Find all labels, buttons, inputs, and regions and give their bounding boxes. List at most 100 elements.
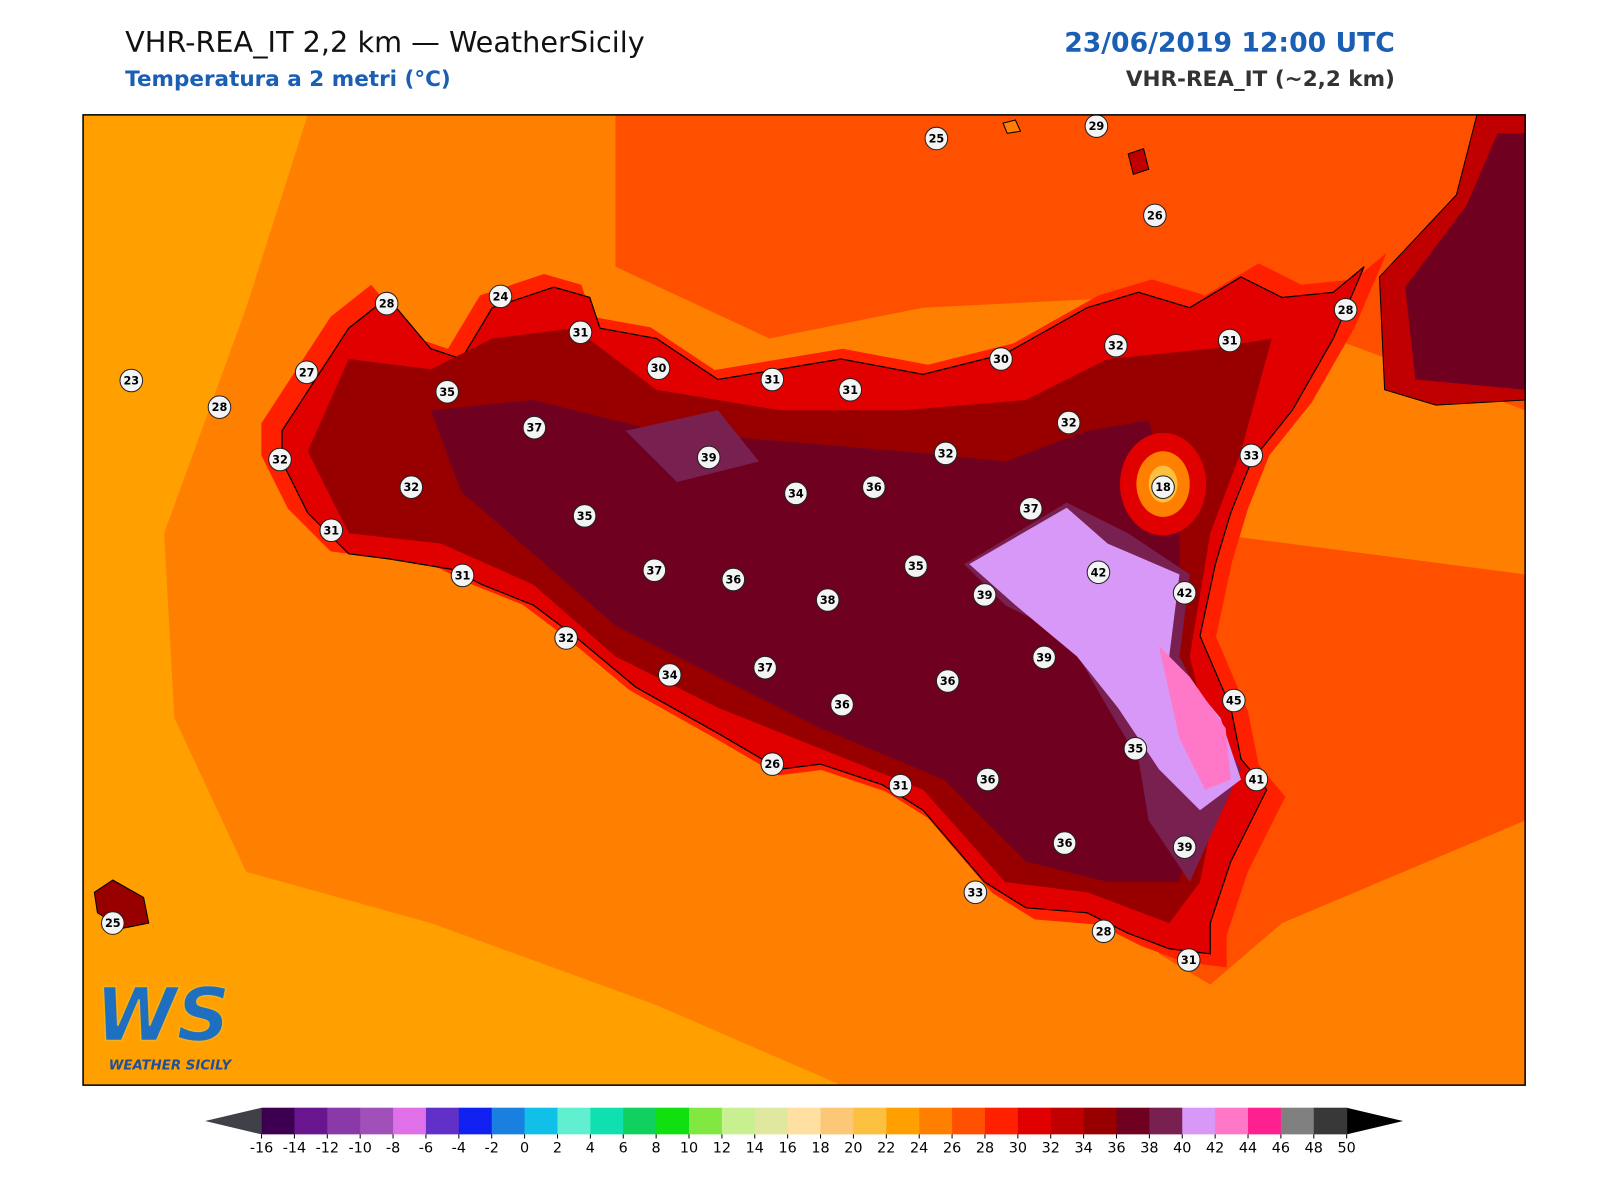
station-value: 32 — [558, 632, 574, 645]
station: 31 — [1176, 948, 1201, 972]
station-value: 29 — [1089, 120, 1105, 133]
station: 34 — [784, 481, 808, 506]
station-marker — [450, 563, 475, 588]
colorbar-tick-label: 30 — [1009, 1141, 1027, 1157]
very-hot-area — [1158, 646, 1231, 790]
colorbar-box — [327, 1107, 361, 1135]
colorbar-box — [1116, 1107, 1150, 1135]
colorbar-tick-label: 6 — [619, 1141, 628, 1157]
station-marker — [696, 445, 721, 470]
colorbar-tick-label: 18 — [811, 1141, 829, 1157]
station: 31 — [1217, 328, 1242, 353]
station: 36 — [975, 767, 1000, 792]
station-value: 35 — [1128, 743, 1144, 756]
station-value: 39 — [1177, 841, 1193, 854]
station: 39 — [972, 583, 997, 607]
station: 32 — [1056, 410, 1081, 435]
station-marker — [1239, 443, 1264, 468]
station-value: 36 — [1057, 837, 1073, 850]
hot-area — [625, 410, 759, 483]
station-value: 36 — [980, 774, 996, 787]
station: 39 — [1032, 645, 1056, 670]
station-marker — [1086, 560, 1111, 585]
model: VHR-REA_IT (~2,2 km) — [1126, 67, 1395, 92]
station-value: 38 — [820, 594, 836, 607]
station-marker — [935, 669, 960, 693]
sea-field-warm — [615, 114, 1526, 411]
station-marker — [1172, 581, 1197, 605]
station-value: 35 — [908, 560, 924, 573]
station-marker — [1172, 835, 1197, 859]
station: 37 — [642, 558, 667, 583]
station-value: 34 — [788, 487, 804, 500]
station-marker — [319, 518, 344, 543]
station-value: 28 — [1338, 304, 1354, 317]
station: 36 — [830, 692, 854, 717]
station: 36 — [862, 475, 886, 499]
mainland-area — [1405, 133, 1526, 390]
station-marker — [721, 567, 746, 592]
station-value: 36 — [940, 675, 956, 688]
station-marker — [435, 380, 459, 404]
colorbar-box — [721, 1107, 756, 1135]
station-marker — [760, 367, 785, 392]
sea-field-warm — [1158, 533, 1526, 985]
colorbar-box — [1017, 1107, 1052, 1135]
station-marker — [760, 752, 785, 776]
station-value: 30 — [651, 362, 667, 375]
station: 32 — [399, 475, 424, 499]
station-marker — [1222, 688, 1246, 713]
title: VHR-REA_IT 2,2 km — WeatherSicily — [125, 25, 645, 59]
island-area — [1002, 119, 1022, 134]
colorbar-box — [689, 1107, 723, 1135]
colorbar-box — [261, 1107, 295, 1135]
station: 25 — [924, 126, 949, 151]
station-marker — [753, 655, 777, 680]
station-marker — [1056, 410, 1081, 435]
station: 31 — [450, 563, 475, 588]
logo-name: WEATHER SICILY — [109, 1059, 233, 1074]
station-marker — [119, 368, 144, 393]
station-value: 32 — [1061, 417, 1077, 430]
colorbar-tick-label: 22 — [877, 1141, 895, 1157]
station: 35 — [435, 380, 459, 404]
station: 28 — [207, 395, 232, 419]
station-value: 33 — [1243, 449, 1259, 462]
station: 32 — [933, 441, 958, 466]
hot-area — [430, 400, 1200, 883]
station-marker — [1151, 475, 1175, 499]
station-value: 30 — [993, 353, 1009, 366]
station-value: 39 — [977, 589, 993, 602]
station-value: 31 — [455, 569, 471, 582]
colorbar-box — [886, 1107, 920, 1135]
station-marker — [568, 320, 593, 345]
station-marker — [374, 291, 399, 316]
station-marker — [1018, 496, 1043, 521]
colorbar-box — [984, 1107, 1019, 1135]
station-marker — [830, 692, 854, 717]
station: 31 — [838, 377, 863, 402]
logo: WS WEATHER SICILY — [95, 972, 233, 1074]
colorbar-box — [1280, 1107, 1315, 1135]
station: 31 — [319, 518, 344, 543]
station-value: 42 — [1177, 587, 1193, 600]
station-value: 32 — [938, 447, 954, 460]
colorbar-tick-label: -6 — [419, 1141, 433, 1157]
station-value: 32 — [272, 454, 288, 467]
colorbar-tick-label: -14 — [283, 1141, 306, 1157]
colorbar-tick-label: 36 — [1107, 1141, 1125, 1157]
colorbar-box — [458, 1107, 493, 1135]
station: 39 — [1172, 835, 1197, 859]
station-value: 32 — [1108, 340, 1124, 353]
station: 31 — [888, 773, 913, 798]
map-frame — [82, 114, 1526, 1086]
colorbar-tick-label: 2 — [553, 1141, 562, 1157]
colorbar-tick-label: 44 — [1239, 1141, 1257, 1157]
station-value: 35 — [577, 510, 593, 523]
station-value: 31 — [573, 326, 589, 339]
station-value: 28 — [379, 298, 395, 311]
station-value: 37 — [757, 662, 773, 675]
station-marker — [888, 773, 913, 798]
colorbar-tick-label: 32 — [1042, 1141, 1060, 1157]
map: 25 29 26 28 24 31 30 31 31 30 32 31 28 23 27 28 35 37 39 32… — [83, 114, 1526, 1086]
